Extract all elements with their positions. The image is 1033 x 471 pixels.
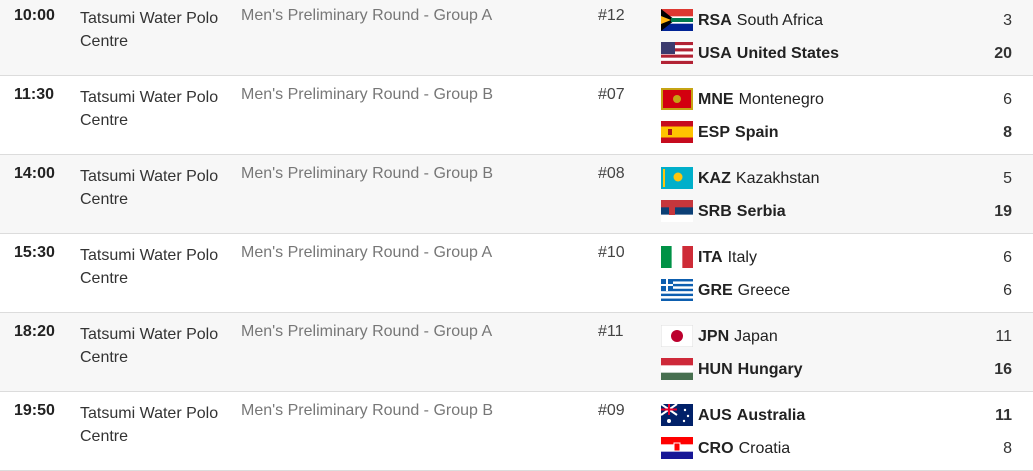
flag [661, 279, 693, 301]
venue: Tatsumi Water Polo Centre [80, 247, 219, 287]
time: 11:30 [14, 86, 55, 103]
event: Men's Preliminary Round - Group A [241, 7, 493, 24]
match-row[interactable]: 15:30 Tatsumi Water Polo Centre Men's Prel… [0, 234, 1033, 313]
team-name: South Africa [736, 12, 824, 29]
team-name: United States [736, 45, 840, 62]
team: KAZ Kazakhstan 5 [661, 167, 1012, 191]
time: 18:20 [14, 323, 55, 340]
event: Men's Preliminary Round - Group B [241, 165, 494, 182]
team-code: KAZ Kazakhstan [698, 170, 820, 187]
score: 5 [1003, 170, 1012, 187]
team: SRB Serbia 19 [661, 200, 1012, 224]
match-row[interactable]: 19:50 Tatsumi Water Polo Centre Men's Prel… [0, 392, 1033, 471]
event: Men's Preliminary Round - Group B [241, 402, 494, 419]
team-name: Greece [737, 282, 791, 299]
team-code: GRE Greece [698, 282, 791, 299]
flag [661, 404, 693, 426]
match-number: #07 [598, 86, 625, 103]
team-code: ITA Italy [698, 249, 757, 266]
flag [661, 325, 693, 347]
team-code: MNE Montenegro [698, 91, 824, 108]
score: 3 [1003, 12, 1012, 29]
score: 6 [1003, 249, 1012, 266]
score: 19 [994, 203, 1012, 220]
venue: Tatsumi Water Polo Centre [80, 326, 219, 366]
event: Men's Preliminary Round - Group A [241, 323, 493, 340]
score: 20 [994, 45, 1012, 62]
time: 15:30 [14, 244, 55, 261]
team: ESP Spain 8 [661, 121, 1012, 145]
match-row[interactable]: 14:00 Tatsumi Water Polo Centre Men's Prel… [0, 155, 1033, 234]
match-row[interactable]: 18:20 Tatsumi Water Polo Centre Men's Prel… [0, 313, 1033, 392]
flag [661, 200, 693, 222]
flag [661, 42, 693, 64]
team: AUS Australia 11 [661, 404, 1012, 428]
team: CRO Croatia 8 [661, 437, 1012, 461]
match-number: #12 [598, 7, 625, 24]
score: 16 [994, 361, 1012, 378]
event: Men's Preliminary Round - Group B [241, 86, 494, 103]
team-code: RSA South Africa [698, 12, 824, 29]
match-number: #11 [598, 323, 624, 340]
team: HUN Hungary 16 [661, 358, 1012, 382]
match-number: #10 [598, 244, 625, 261]
venue: Tatsumi Water Polo Centre [80, 89, 219, 129]
team: GRE Greece 6 [661, 279, 1012, 303]
team-name: Serbia [736, 203, 786, 220]
team: JPN Japan 11 [661, 325, 1012, 349]
time: 10:00 [14, 7, 55, 24]
flag [661, 167, 693, 189]
venue: Tatsumi Water Polo Centre [80, 168, 219, 208]
team: ITA Italy 6 [661, 246, 1012, 270]
team-name: Spain [735, 124, 779, 141]
match-number: #09 [598, 402, 625, 419]
flag [661, 246, 693, 268]
team-name: Italy [727, 249, 757, 266]
match-number: #08 [598, 165, 625, 182]
score: 6 [1003, 282, 1012, 299]
event: Men's Preliminary Round - Group A [241, 244, 493, 261]
score: 11 [995, 407, 1012, 424]
team: USA United States 20 [661, 42, 1012, 66]
team: MNE Montenegro 6 [661, 88, 1012, 112]
team-code: JPN Japan [698, 328, 778, 345]
team-name: Kazakhstan [735, 170, 820, 187]
score: 8 [1003, 440, 1012, 457]
team-name: Croatia [738, 440, 791, 457]
venue: Tatsumi Water Polo Centre [80, 10, 219, 50]
score: 8 [1003, 124, 1012, 141]
team-code: HUN Hungary [698, 361, 803, 378]
team: RSA South Africa 3 [661, 9, 1012, 33]
team-name: Japan [734, 328, 778, 345]
venue: Tatsumi Water Polo Centre [80, 405, 219, 445]
team-name: Australia [736, 407, 806, 424]
match-row[interactable]: 11:30 Tatsumi Water Polo Centre Men's Prel… [0, 76, 1033, 155]
flag [661, 88, 693, 110]
score: 6 [1003, 91, 1012, 108]
flag [661, 9, 693, 31]
team-code: AUS Australia [698, 407, 806, 424]
score: 11 [995, 328, 1012, 345]
flag [661, 358, 693, 380]
time: 14:00 [14, 165, 55, 182]
flag [661, 121, 693, 143]
team-code: SRB Serbia [698, 203, 786, 220]
team-code: USA United States [698, 45, 840, 62]
team-name: Montenegro [738, 91, 824, 108]
match-row[interactable]: 10:00 Tatsumi Water Polo Centre Men's Prel… [0, 0, 1033, 76]
team-code: ESP Spain [698, 124, 779, 141]
flag [661, 437, 693, 459]
team-name: Hungary [737, 361, 803, 378]
time: 19:50 [14, 402, 55, 419]
team-code: CRO Croatia [698, 440, 791, 457]
